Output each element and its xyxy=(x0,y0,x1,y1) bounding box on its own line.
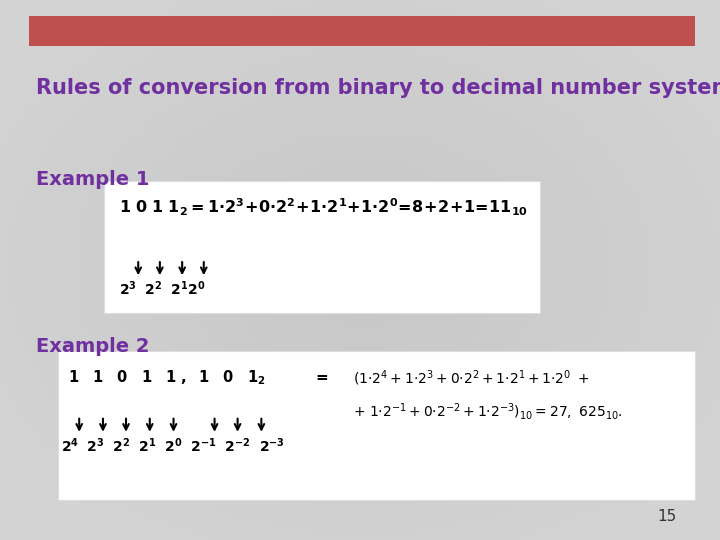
Text: $\mathbf{2^3\ \ 2^2\ \ 2^1 2^0}$: $\mathbf{2^3\ \ 2^2\ \ 2^1 2^0}$ xyxy=(119,279,206,298)
Text: $+\ 1{\cdot}2^{-1} + 0{\cdot}2^{-2} + 1{\cdot}2^{-3})_{10} = 27,\ 625_{10}.$: $+\ 1{\cdot}2^{-1} + 0{\cdot}2^{-2} + 1{… xyxy=(353,401,623,422)
Text: Rules of conversion from binary to decimal number system: Rules of conversion from binary to decim… xyxy=(36,78,720,98)
Text: $\mathbf{1\ 0\ 1\ 1_2 = 1{\cdot}2^3\!+\!0{\cdot}2^2\!+\!1{\cdot}2^1\!+\!1{\cdot}: $\mathbf{1\ 0\ 1\ 1_2 = 1{\cdot}2^3\!+\!… xyxy=(119,197,528,219)
Text: $\mathbf{=}$: $\mathbf{=}$ xyxy=(313,368,329,383)
Text: $\mathbf{2^4\ \ 2^3\ \ 2^2\ \ 2^1\ \ 2^0\ \ 2^{-1}\ \ 2^{-2}\ \ 2^{-3}}$: $\mathbf{2^4\ \ 2^3\ \ 2^2\ \ 2^1\ \ 2^0… xyxy=(61,436,285,455)
Bar xyxy=(29,16,695,46)
Bar xyxy=(58,351,695,500)
Text: Example 1: Example 1 xyxy=(36,170,150,189)
Text: Example 2: Example 2 xyxy=(36,338,150,356)
Bar xyxy=(104,181,540,313)
Text: 15: 15 xyxy=(657,509,677,524)
Text: $(1{\cdot}2^4 + 1{\cdot}2^3 + 0{\cdot}2^2 + 1{\cdot}2^1 + 1{\cdot}2^0\ +$: $(1{\cdot}2^4 + 1{\cdot}2^3 + 0{\cdot}2^… xyxy=(353,368,590,388)
Text: $\mathbf{1\ \ \ 1\ \ \ 0\ \ \ 1\ \ \ 1\ ,\ \ 1\ \ \ 0\ \ \ 1_2}$: $\mathbf{1\ \ \ 1\ \ \ 0\ \ \ 1\ \ \ 1\ … xyxy=(68,368,266,387)
